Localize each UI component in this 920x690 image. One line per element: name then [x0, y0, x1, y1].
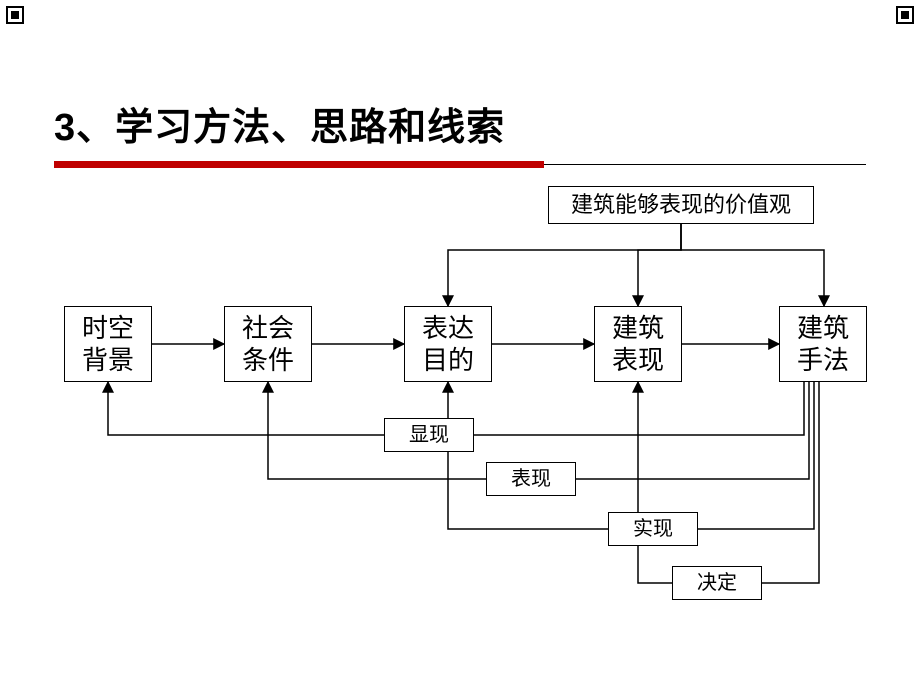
flowchart-edges — [54, 180, 874, 620]
node-nt: 建筑能够表现的价值观 — [548, 186, 814, 224]
title-red-bar — [54, 161, 544, 168]
edge — [681, 224, 824, 306]
flowchart: 时空背景社会条件 表达目的 建筑表现 建筑手法 建筑能够表现的价值观显现表现实现决定 — [54, 180, 874, 620]
corner-marker-tr — [896, 6, 914, 24]
edge — [638, 382, 672, 583]
node-n5: 建筑手法 — [779, 306, 867, 382]
edge — [762, 382, 819, 583]
node-s3: 实现 — [608, 512, 698, 546]
node-n3: 表达目的 — [404, 306, 492, 382]
edge — [448, 224, 681, 306]
edge — [698, 382, 814, 529]
node-s1: 显现 — [384, 418, 474, 452]
page-title: 3、学习方法、思路和线索 — [54, 96, 866, 151]
node-s2: 表现 — [486, 462, 576, 496]
edge — [108, 382, 384, 435]
node-n1: 时空背景 — [64, 306, 152, 382]
edge — [474, 382, 804, 435]
node-n2: 社会条件 — [224, 306, 312, 382]
node-n4: 建筑表现 — [594, 306, 682, 382]
title-underline — [54, 161, 866, 171]
title-block: 3、学习方法、思路和线索 — [54, 96, 866, 171]
edge — [576, 382, 809, 479]
edge — [638, 224, 681, 306]
corner-marker-tl — [6, 6, 24, 24]
node-s4: 决定 — [672, 566, 762, 600]
edge — [448, 382, 608, 529]
